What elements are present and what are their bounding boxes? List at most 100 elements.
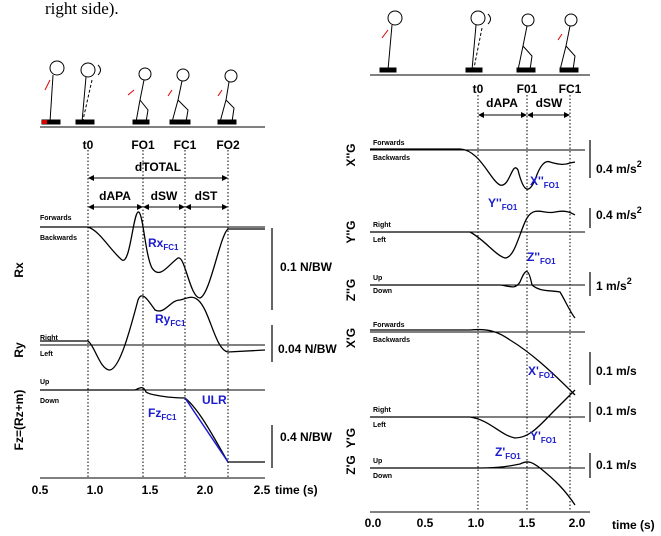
annotation: Y'FO1 <box>530 429 557 445</box>
direction-label: Backwards <box>373 337 410 344</box>
annotation-script: FO1 <box>541 436 557 445</box>
annotation: RyFC1 <box>155 312 186 328</box>
x-tick-label: 0.0 <box>365 516 382 530</box>
direction-label: Down <box>40 398 59 405</box>
x-tick-label: 1.5 <box>142 483 159 497</box>
scale-label-main: 1 m/s <box>596 279 627 293</box>
annotation: X''FO1 <box>530 174 560 190</box>
annotation-script: FO1 <box>539 371 555 380</box>
event-label: FO2 <box>216 138 240 152</box>
x-tick-label: 0.5 <box>32 483 49 497</box>
direction-label: Right <box>373 407 392 414</box>
annotation-main: Y' <box>530 429 541 443</box>
annotation-main: Z' <box>495 445 505 459</box>
annotation-script: FO1 <box>505 452 521 461</box>
duration-label: dAPA <box>486 96 518 110</box>
stick-figures <box>379 10 579 73</box>
x-tick-label: 1.0 <box>468 516 485 530</box>
y-label: Fz=(Rz+m) <box>12 390 26 451</box>
scale-label: 0.1 m/s <box>596 364 637 378</box>
annotation-main: Y'' <box>488 196 502 210</box>
scale-label: 0.4 m/s2 <box>596 205 642 222</box>
annotation-main: Ry <box>155 312 171 326</box>
duration-label: dAPA <box>99 189 131 203</box>
direction-label: Left <box>40 351 54 358</box>
x-tick-label: 1.0 <box>87 483 104 497</box>
annotation: Z''FO1 <box>527 250 556 266</box>
annotation-script: FO1 <box>544 181 560 190</box>
direction-label: Up <box>373 458 382 465</box>
annotation-main: X'' <box>530 174 544 188</box>
scale-label: 0.1 m/s <box>596 404 637 418</box>
duration-label: dSW <box>536 96 563 110</box>
event-label: t0 <box>83 138 94 152</box>
annotation: Y''FO1 <box>488 196 518 212</box>
annotation-main: Fz <box>148 406 161 420</box>
y-label: Ry <box>12 342 26 358</box>
direction-label: Backwards <box>40 235 77 242</box>
direction-label: Forwards <box>40 215 72 222</box>
caption: right side). <box>45 0 119 18</box>
scale-label-main: 0.4 m/s <box>596 208 637 222</box>
x-tick-label: 2.5 <box>254 483 271 497</box>
direction-label: Left <box>373 237 387 244</box>
annotation-main: Rx <box>148 236 164 250</box>
direction-label: Forwards <box>373 322 405 329</box>
scale-label-script: 2 <box>637 205 642 215</box>
annotation-main: X' <box>528 364 539 378</box>
annotation: FzFC1 <box>148 406 177 422</box>
annotation-script: FO1 <box>540 257 556 266</box>
x-label: time (s) <box>275 483 318 497</box>
y-label: X'G <box>344 328 358 348</box>
event-label: FC1 <box>174 138 197 152</box>
duration-label: dSW <box>151 189 178 203</box>
annotation: X'FO1 <box>528 364 555 380</box>
x-tick-label: 2.0 <box>569 516 586 530</box>
direction-label: Right <box>40 335 59 342</box>
duration-label: dTOTAL <box>135 160 181 174</box>
event-label: t0 <box>473 82 484 96</box>
y-label: X''G <box>344 143 358 166</box>
left-panel <box>40 60 273 479</box>
direction-label: Up <box>373 275 382 282</box>
x-tick-label: 1.5 <box>519 516 536 530</box>
x-tick-label: 2.0 <box>197 483 214 497</box>
event-label: F01 <box>517 82 538 96</box>
y-label: Y'G <box>344 428 358 448</box>
scale-label: 0.1 N/BW <box>280 260 333 274</box>
scale-label: 0.4 m/s2 <box>596 159 642 176</box>
scale-label-script: 2 <box>627 276 632 286</box>
annotation-script: FO1 <box>502 203 518 212</box>
annotation-script: FC1 <box>163 243 179 252</box>
annotation: ULR <box>202 393 227 407</box>
direction-label: Right <box>373 222 392 229</box>
scale-label: 1 m/s2 <box>596 276 632 293</box>
direction-label: Down <box>373 473 392 480</box>
x-tick-label: 0.5 <box>417 516 434 530</box>
annotation: Z'FO1 <box>495 445 521 461</box>
direction-label: Backwards <box>373 155 410 162</box>
annotation-script: FC1 <box>161 413 177 422</box>
event-label: FC1 <box>559 82 582 96</box>
scale-label: 0.1 m/s <box>596 458 637 472</box>
y-label: Z''G <box>344 279 358 301</box>
direction-label: Down <box>373 288 392 295</box>
direction-label: Left <box>373 422 387 429</box>
direction-label: Up <box>40 379 49 386</box>
direction-label: Forwards <box>373 140 405 147</box>
scale-label: 0.4 N/BW <box>280 430 333 444</box>
scale-label: 0.04 N/BW <box>278 342 337 356</box>
duration-label: dST <box>195 189 218 203</box>
annotation-script: FC1 <box>170 319 186 328</box>
y-label: Z'G <box>344 455 358 475</box>
y-label: Y''G <box>344 220 358 243</box>
annotation-main: Z'' <box>527 250 540 264</box>
stick-figures <box>41 60 238 125</box>
right-panel <box>370 10 591 513</box>
event-label: FO1 <box>131 138 155 152</box>
x-label: time (s) <box>612 518 655 532</box>
scale-label-main: 0.4 m/s <box>596 162 637 176</box>
y-label: Rx <box>12 262 26 278</box>
annotation: RxFC1 <box>148 236 179 252</box>
